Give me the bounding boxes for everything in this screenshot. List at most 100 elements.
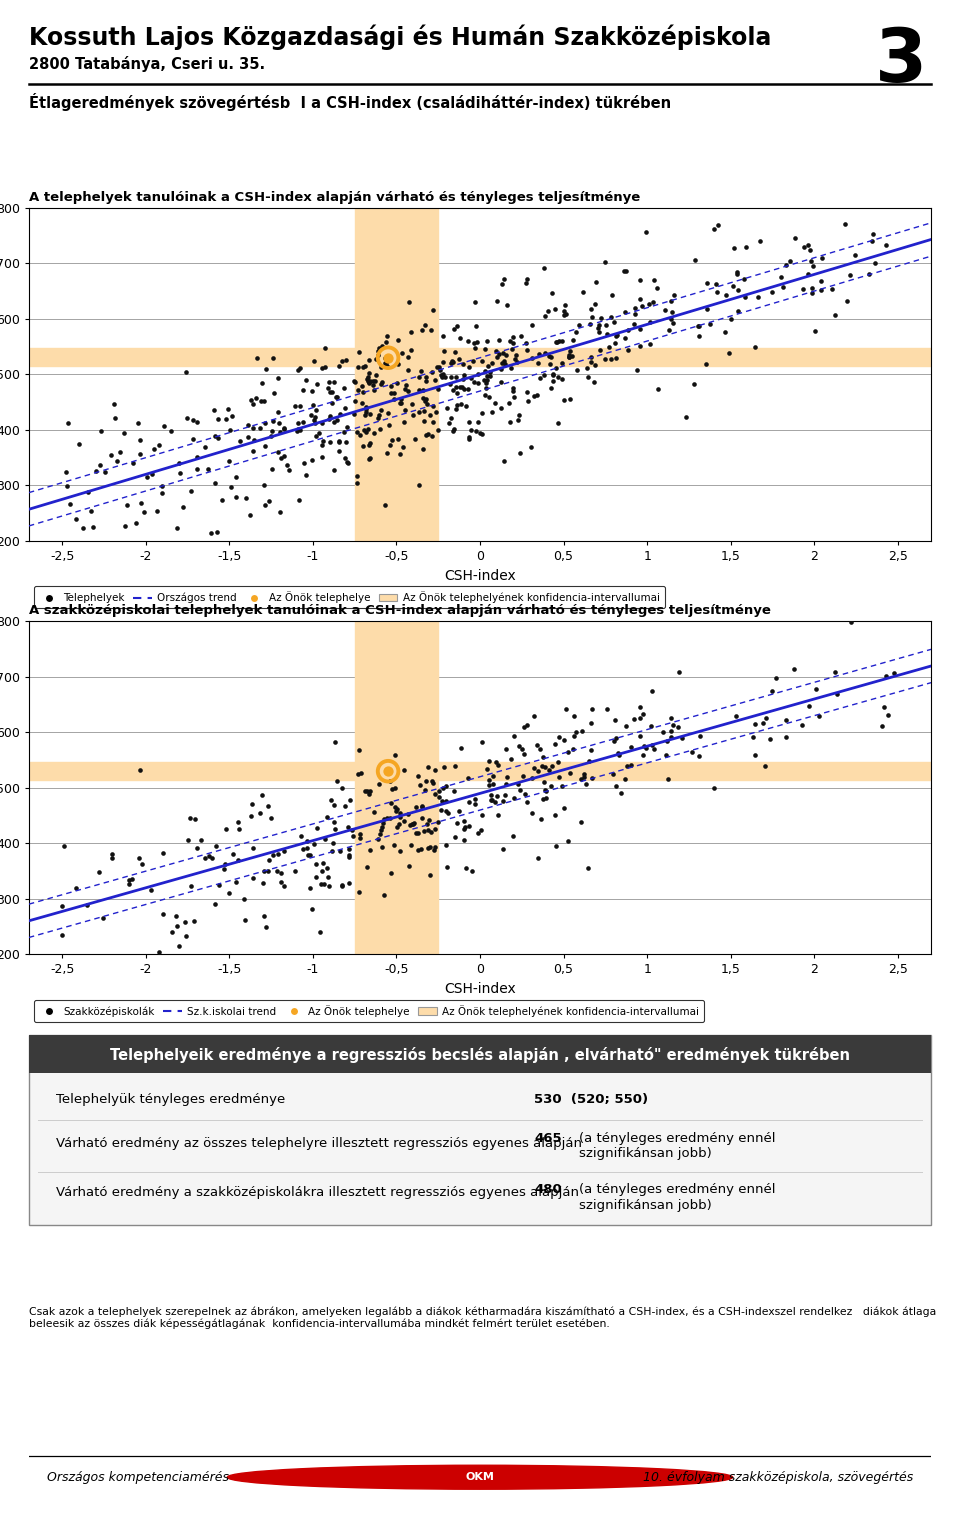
Point (494, 272, 510, 296)
Point (313, 920, 328, 944)
Point (738, 235, 754, 260)
Point (320, 856, 335, 880)
Point (425, 771, 441, 795)
Point (530, 759, 545, 783)
Point (176, 495, 191, 519)
Point (410, 764, 425, 788)
Point (252, 802, 268, 826)
Point (322, 407, 337, 431)
Point (112, 440, 128, 465)
Point (164, 920, 180, 944)
Point (656, 721, 671, 745)
Point (605, 762, 620, 786)
Point (347, 369, 362, 393)
Point (512, 402, 527, 427)
Point (380, 442, 396, 466)
Point (609, 323, 624, 348)
Point (565, 738, 581, 762)
Point (538, 754, 553, 779)
Point (782, 249, 798, 273)
Point (868, 250, 883, 275)
Point (132, 846, 147, 870)
Point (663, 307, 679, 331)
Point (636, 733, 652, 757)
Point (178, 924, 193, 949)
Point (428, 369, 444, 393)
Point (314, 411, 329, 436)
Point (337, 420, 352, 445)
Point (358, 399, 373, 424)
Point (503, 747, 518, 771)
Point (366, 378, 381, 402)
Point (497, 783, 513, 808)
Point (468, 792, 483, 817)
Point (143, 877, 158, 902)
Point (545, 363, 561, 387)
Point (504, 337, 519, 361)
Point (804, 281, 820, 305)
Point (748, 742, 763, 767)
Point (308, 864, 324, 888)
Point (659, 729, 674, 753)
Point (467, 331, 482, 355)
Point (723, 307, 738, 331)
Point (825, 278, 840, 302)
Point (362, 446, 377, 471)
Text: Étlageredmények szövegértésb  I a CSH-index (családiháttér-index) tükrében: Étlageredmények szövegértésb I a CSH-ind… (29, 93, 671, 111)
Point (396, 809, 412, 833)
Point (411, 472, 426, 496)
Point (562, 345, 577, 369)
Point (545, 369, 561, 393)
Point (388, 744, 403, 768)
Point (329, 407, 345, 431)
Point (484, 788, 499, 812)
Point (519, 339, 535, 363)
Point (155, 474, 170, 498)
Point (287, 859, 302, 883)
Point (579, 771, 594, 795)
Point (361, 348, 376, 372)
Point (526, 756, 541, 780)
Point (483, 782, 498, 806)
Point (242, 504, 257, 528)
Point (256, 903, 272, 927)
Point (636, 742, 651, 767)
Point (616, 258, 632, 282)
Point (435, 325, 450, 349)
Point (573, 767, 588, 791)
Point (473, 818, 489, 842)
Point (124, 867, 139, 891)
Point (85, 515, 101, 539)
Point (349, 420, 365, 445)
Point (491, 753, 506, 777)
Point (171, 451, 186, 475)
Point (382, 433, 397, 457)
Point (700, 298, 715, 322)
Point (844, 610, 859, 635)
Point (483, 364, 498, 389)
Point (591, 320, 607, 345)
Point (116, 420, 132, 445)
Point (557, 304, 572, 328)
Point (432, 358, 447, 383)
Point (417, 410, 432, 434)
Point (519, 267, 535, 291)
Point (756, 710, 771, 735)
Point (386, 387, 401, 411)
Point (557, 795, 572, 820)
Point (265, 346, 280, 370)
Point (374, 334, 390, 358)
Point (796, 278, 811, 302)
Point (273, 446, 288, 471)
Point (414, 317, 429, 342)
Point (245, 392, 260, 416)
Point (451, 798, 467, 823)
Point (425, 299, 441, 323)
Point (254, 370, 270, 395)
Text: Várható eredmény az összes telephelyre illesztett regressziós egyenes alapján: Várható eredmény az összes telephelyre i… (56, 1137, 582, 1149)
Point (292, 417, 307, 442)
Point (618, 713, 634, 738)
Point (225, 404, 240, 428)
Point (520, 389, 536, 413)
Point (453, 392, 468, 416)
